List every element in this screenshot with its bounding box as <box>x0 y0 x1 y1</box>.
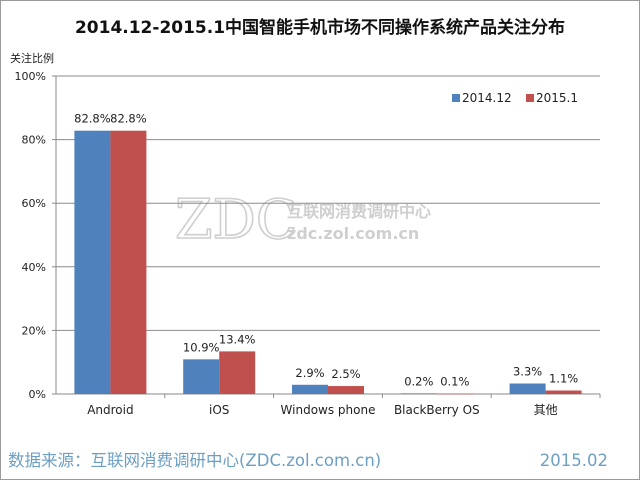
bar-2014.12-iOS <box>183 359 220 394</box>
bar-2015.1-Android <box>110 130 147 395</box>
bar-2015.1-Windows phone <box>328 386 364 394</box>
bar-2015.1-iOS <box>219 351 256 394</box>
data-label: 3.3% <box>513 365 542 379</box>
data-label: 13.4% <box>219 332 256 346</box>
x-category-labels: Android iOS Windows phone BlackBerry OS 其他 <box>87 403 557 417</box>
watermark-cn-text: 互联网消费调研中心 <box>287 202 431 221</box>
watermark-url: zdc.zol.com.cn <box>287 224 419 243</box>
y-tick-label: 100% <box>15 70 46 83</box>
bar-2014.12-Windows phone <box>292 384 328 394</box>
x-category-label: 其他 <box>534 403 558 417</box>
chart-title: 2014.12-2015.1中国智能手机市场不同操作系统产品关注分布 <box>75 17 565 38</box>
legend-swatch <box>452 94 460 102</box>
bar-2014.12-其他 <box>509 383 546 394</box>
x-category-label: iOS <box>209 403 229 417</box>
y-axis-label: 关注比例 <box>10 51 54 65</box>
data-label: 0.1% <box>440 375 469 389</box>
data-label: 82.8% <box>110 112 147 126</box>
data-label: 0.2% <box>404 374 433 388</box>
y-tick-label: 20% <box>22 324 46 337</box>
y-tick-label: 60% <box>22 197 46 210</box>
data-label: 2.5% <box>331 367 360 381</box>
bar-2014.12-Android <box>74 130 111 395</box>
y-tick-label: 0% <box>29 388 46 401</box>
bars <box>74 130 582 395</box>
bar-2015.1-BlackBerry OS <box>436 393 473 395</box>
bar-2015.1-其他 <box>545 390 582 394</box>
x-category-label: BlackBerry OS <box>394 403 480 417</box>
y-tick-label: 40% <box>22 261 46 274</box>
y-tick-label: 80% <box>22 134 46 147</box>
data-label: 2.9% <box>295 366 324 380</box>
data-labels: 82.8% 82.8% 10.9%13.4% 2.9% 2.5% 0.2% 0.1% 3.3%… <box>74 112 578 389</box>
gridlines <box>52 75 601 398</box>
legend-label: 2015.1 <box>536 91 578 105</box>
data-label: 82.8% <box>74 112 111 126</box>
data-label: 1.1% <box>549 372 578 386</box>
bar-2014.12-BlackBerry OS <box>400 393 437 394</box>
watermark: ZDC 互联网消费调研中心 zdc.zol.com.cn <box>174 187 431 252</box>
watermark-logo: ZDC <box>175 188 297 251</box>
legend: 2014.12 2015.1 <box>452 91 578 105</box>
data-label: 10.9% <box>183 340 220 354</box>
y-tick-labels: 0% 20% 40% 60% 80% 100% <box>15 70 46 401</box>
legend-swatch <box>526 94 534 102</box>
x-category-label: Windows phone <box>281 403 376 417</box>
x-category-label: Android <box>87 403 133 417</box>
legend-label: 2014.12 <box>462 91 512 105</box>
publish-date: 2015.02 <box>540 451 608 470</box>
source-note: 数据来源：互联网消费调研中心(ZDC.zol.com.cn) <box>8 451 381 470</box>
